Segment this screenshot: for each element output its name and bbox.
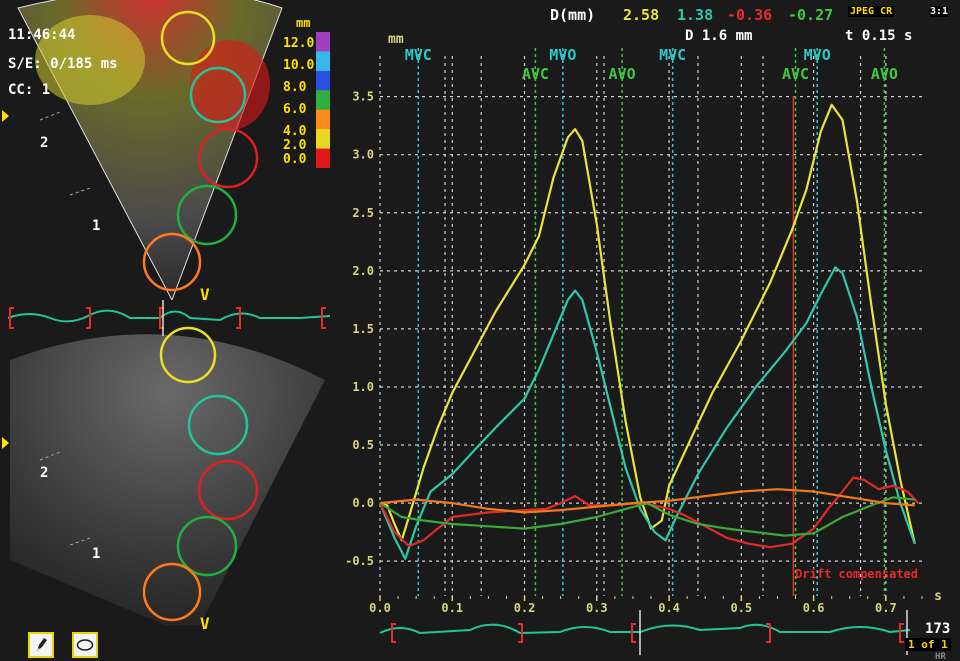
- color-scale-stripe: [316, 129, 330, 150]
- depth-label-1-bottom: 1: [92, 546, 101, 562]
- roi-circle-yellow[interactable]: [160, 10, 216, 66]
- grayscale-sector: [10, 326, 325, 625]
- color-scale-stripe: [316, 70, 330, 91]
- event-label: MVC: [659, 46, 686, 64]
- doppler-red-patch: [190, 40, 270, 130]
- roi-circle-teal-2[interactable]: [187, 394, 249, 456]
- y-tick-label: 0.5: [352, 438, 374, 452]
- readout-3: -0.36: [727, 6, 773, 24]
- y-tick-label: 0.0: [352, 496, 374, 510]
- y-tick-label: 1.0: [352, 380, 374, 394]
- doppler-yellow-patch: [35, 15, 145, 105]
- color-scale-bar: [316, 32, 330, 168]
- x-tick-label: 0.7: [875, 601, 897, 615]
- event-label: MVO: [549, 46, 576, 64]
- roi-circle-red[interactable]: [197, 127, 259, 189]
- scale-unit: mm: [296, 16, 311, 30]
- frame-counter: 1 of 1: [905, 638, 951, 651]
- color-scale-stripe: [316, 90, 330, 111]
- x-tick-label: 0.5: [730, 601, 752, 615]
- y-tick-label: 1.5: [352, 322, 374, 336]
- x-tick-label: 0.0: [369, 601, 391, 615]
- roi-circle-orange-2[interactable]: [142, 562, 202, 622]
- scale-label-3: 6.0: [283, 102, 307, 117]
- cc-info: CC: 1: [8, 82, 51, 98]
- heart-rate-unit: HR: [935, 652, 946, 661]
- heart-rate-value: 173: [925, 621, 951, 637]
- scale-label-0: 12.0: [283, 36, 315, 51]
- compression-ratio: 3:1: [930, 6, 949, 17]
- x-tick-label: 0.1: [441, 601, 463, 615]
- color-scale-stripe: [316, 109, 330, 130]
- y-axis-label: mm: [388, 32, 404, 47]
- color-scale-stripe: [316, 32, 330, 52]
- color-scale-stripe: [316, 51, 330, 72]
- y-tick-label: 3.5: [352, 90, 374, 104]
- scale-label-5: 2.0: [283, 138, 307, 153]
- series-line: [378, 266, 916, 560]
- se-info: S/E: 0/185 ms: [8, 56, 118, 72]
- y-tick-label: 3.0: [352, 148, 374, 162]
- drift-annotation: Drift compensated: [795, 567, 918, 581]
- roi-circle-red-2[interactable]: [197, 459, 259, 521]
- depth-label-2-bottom: 2: [40, 465, 49, 481]
- scale-label-4: 4.0: [283, 124, 307, 139]
- scale-label-1: 10.0: [283, 58, 315, 73]
- series-line: [379, 103, 916, 544]
- depth-label-2-top: 2: [40, 135, 49, 151]
- pencil-icon: [37, 638, 47, 651]
- roi-circle-orange[interactable]: [142, 232, 202, 292]
- t-value: t 0.15 s: [845, 28, 913, 44]
- event-label: AVO: [871, 65, 898, 83]
- d-label: D(mm): [550, 6, 596, 24]
- x-axis-label: s: [934, 589, 942, 604]
- y-tick-label: 2.5: [352, 206, 374, 220]
- x-tick-label: 0.2: [514, 601, 536, 615]
- side-marker-bottom: [2, 437, 9, 449]
- event-label: AVO: [609, 65, 636, 83]
- y-tick-label: -0.5: [345, 554, 374, 568]
- x-tick-label: 0.4: [658, 601, 680, 615]
- pencil-tool-button[interactable]: [28, 632, 54, 658]
- event-label: MVO: [804, 46, 831, 64]
- series-line: [379, 476, 920, 549]
- ellipse-tool-button[interactable]: [72, 632, 98, 658]
- d-value: D 1.6 mm: [685, 28, 753, 44]
- x-tick-label: 0.6: [803, 601, 825, 615]
- event-label: AVC: [522, 65, 549, 83]
- ellipse-icon: [76, 639, 94, 651]
- ecg-trace-left: [7, 300, 331, 336]
- scale-label-6: 0.0: [283, 152, 307, 167]
- roi-circle-teal[interactable]: [189, 66, 247, 124]
- readout-1: 2.58: [623, 6, 660, 24]
- event-label: AVC: [782, 65, 809, 83]
- side-marker-top: [2, 110, 9, 122]
- color-doppler-sector: [17, 0, 283, 300]
- v-marker-top: V: [200, 285, 210, 304]
- y-tick-label: 2.0: [352, 264, 374, 278]
- grayscale-image: [10, 334, 325, 625]
- series-line: [379, 496, 915, 537]
- series-line: [379, 488, 915, 514]
- roi-circle-yellow-2[interactable]: [159, 326, 217, 384]
- depth-label-1-top: 1: [92, 218, 101, 234]
- jpeg-label: JPEG CR: [848, 6, 895, 17]
- v-marker-bottom: V: [200, 614, 210, 633]
- scale-label-2: 8.0: [283, 80, 307, 95]
- readout-4: -0.27: [788, 6, 834, 24]
- clock-time: 11:46:44: [8, 27, 76, 43]
- color-scale-stripe: [316, 148, 330, 168]
- event-label: MVC: [405, 46, 432, 64]
- roi-circle-green[interactable]: [176, 184, 238, 246]
- roi-circle-green-2[interactable]: [176, 515, 238, 577]
- x-tick-label: 0.3: [586, 601, 608, 615]
- readout-2: 1.38: [677, 6, 714, 24]
